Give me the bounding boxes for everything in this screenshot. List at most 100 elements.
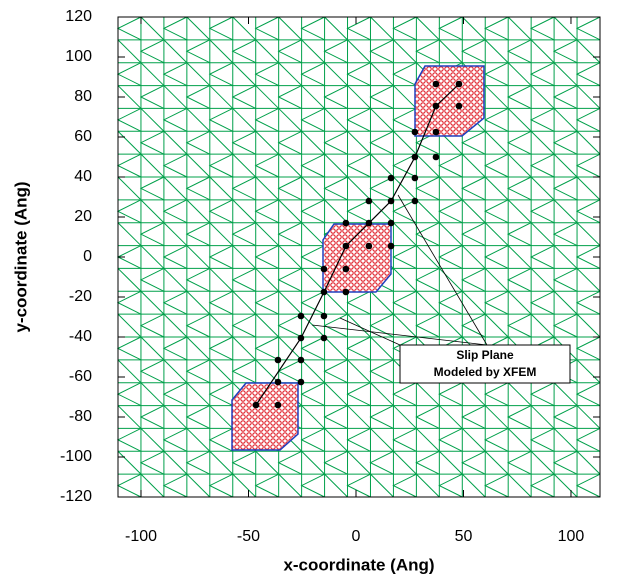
mesh-diagonal [302, 291, 325, 314]
mesh-diagonal [577, 474, 600, 497]
mesh-diagonal [439, 314, 462, 337]
atomistic-region [232, 383, 298, 450]
mesh-diagonal [187, 131, 210, 154]
mesh-diagonal [531, 17, 554, 40]
mesh-diagonal [118, 451, 141, 474]
mesh-diagonal [462, 246, 485, 269]
point [275, 357, 282, 364]
mesh-diagonal [508, 314, 531, 337]
mesh-diagonal [279, 451, 302, 474]
mesh-diagonal [462, 406, 485, 429]
mesh-diagonal [256, 131, 279, 154]
mesh-diagonal [187, 246, 210, 269]
mesh-diagonal [531, 223, 554, 246]
mesh-diagonal [577, 200, 600, 223]
mesh-diagonal [462, 40, 485, 63]
mesh-diagonal [508, 428, 531, 451]
mesh-diagonal [393, 314, 416, 337]
mesh-diagonal [416, 451, 439, 474]
mesh-diagonal [256, 154, 279, 177]
mesh-diagonal [348, 428, 371, 451]
mesh-diagonal [439, 223, 462, 246]
point [298, 313, 305, 320]
mesh-diagonal [554, 108, 577, 131]
mesh-diagonal [439, 17, 462, 40]
mesh-diagonal [485, 86, 508, 109]
mesh-diagonal [439, 177, 462, 200]
mesh-diagonal [210, 337, 233, 360]
mesh-diagonal [279, 223, 302, 246]
mesh-diagonal [439, 200, 462, 223]
mesh-diagonal [164, 428, 187, 451]
y-tick-label: -100 [60, 448, 92, 465]
mesh-diagonal [485, 451, 508, 474]
mesh-diagonal [233, 177, 256, 200]
mesh-diagonal [416, 428, 439, 451]
mesh-diagonal [531, 177, 554, 200]
mesh-diagonal [393, 268, 416, 291]
mesh-diagonal [302, 17, 325, 40]
mesh-diagonal [393, 17, 416, 40]
point [321, 266, 328, 273]
point [298, 335, 305, 342]
mesh-diagonal [118, 474, 141, 497]
mesh-diagonal [233, 40, 256, 63]
point [412, 198, 419, 205]
mesh-diagonal [370, 383, 393, 406]
mesh-diagonal [462, 177, 485, 200]
mesh-diagonal [118, 200, 141, 223]
mesh-diagonal [508, 451, 531, 474]
mesh-diagonal [577, 131, 600, 154]
mesh-diagonal [348, 383, 371, 406]
mesh-diagonal [233, 17, 256, 40]
mesh-diagonal [118, 428, 141, 451]
mesh-diagonal [141, 451, 164, 474]
mesh-diagonal [118, 337, 141, 360]
mesh-diagonal [141, 177, 164, 200]
mesh-diagonal [508, 246, 531, 269]
y-tick-label: 80 [74, 88, 92, 105]
y-axis-title: y-coordinate (Ang) [11, 181, 30, 332]
point [253, 402, 260, 409]
y-tick-label: 100 [65, 48, 92, 65]
mesh-diagonal [485, 108, 508, 131]
mesh-diagonal [554, 314, 577, 337]
mesh-diagonal [164, 291, 187, 314]
mesh-diagonal [370, 428, 393, 451]
mesh-diagonal [233, 474, 256, 497]
mesh-diagonal [370, 451, 393, 474]
mesh-diagonal [302, 246, 325, 269]
mesh-diagonal [508, 383, 531, 406]
mesh-diagonal [256, 177, 279, 200]
point [343, 220, 350, 227]
mesh-diagonal [164, 223, 187, 246]
point [321, 335, 328, 342]
mesh-diagonal [485, 200, 508, 223]
mesh-diagonal [302, 360, 325, 383]
mesh-diagonal [325, 17, 348, 40]
mesh-diagonal [210, 246, 233, 269]
mesh-diagonal [141, 406, 164, 429]
x-tick-label: 100 [558, 528, 585, 545]
mesh-diagonal [508, 108, 531, 131]
mesh-diagonal [118, 383, 141, 406]
mesh-diagonal [141, 337, 164, 360]
mesh-diagonal [233, 63, 256, 86]
mesh-diagonal [279, 177, 302, 200]
mesh-diagonal [325, 177, 348, 200]
mesh-diagonal [164, 383, 187, 406]
mesh-diagonal [508, 40, 531, 63]
mesh-diagonal [302, 268, 325, 291]
point [456, 103, 463, 110]
mesh-diagonal [531, 108, 554, 131]
mesh-diagonal [439, 383, 462, 406]
mesh-diagonal [577, 177, 600, 200]
mesh-diagonal [393, 108, 416, 131]
mesh-diagonal [348, 154, 371, 177]
mesh-diagonal [393, 406, 416, 429]
mesh-diagonal [302, 223, 325, 246]
mesh-diagonal [554, 40, 577, 63]
mesh-diagonal [302, 406, 325, 429]
mesh-diagonal [531, 63, 554, 86]
mesh-diagonal [577, 223, 600, 246]
